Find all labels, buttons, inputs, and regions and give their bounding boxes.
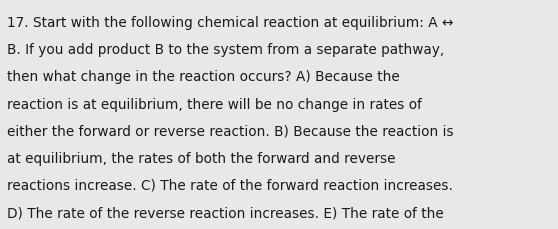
Text: either the forward or reverse reaction. B) Because the reaction is: either the forward or reverse reaction. … <box>7 124 453 138</box>
Text: at equilibrium, the rates of both the forward and reverse: at equilibrium, the rates of both the fo… <box>7 151 395 165</box>
Text: reactions increase. C) The rate of the forward reaction increases.: reactions increase. C) The rate of the f… <box>7 178 453 192</box>
Text: D) The rate of the reverse reaction increases. E) The rate of the: D) The rate of the reverse reaction incr… <box>7 205 444 219</box>
Text: reaction is at equilibrium, there will be no change in rates of: reaction is at equilibrium, there will b… <box>7 97 422 111</box>
Text: then what change in the reaction occurs? A) Because the: then what change in the reaction occurs?… <box>7 70 400 84</box>
Text: B. If you add product B to the system from a separate pathway,: B. If you add product B to the system fr… <box>7 43 444 57</box>
Text: 17. Start with the following chemical reaction at equilibrium: A ↔: 17. Start with the following chemical re… <box>7 16 453 30</box>
